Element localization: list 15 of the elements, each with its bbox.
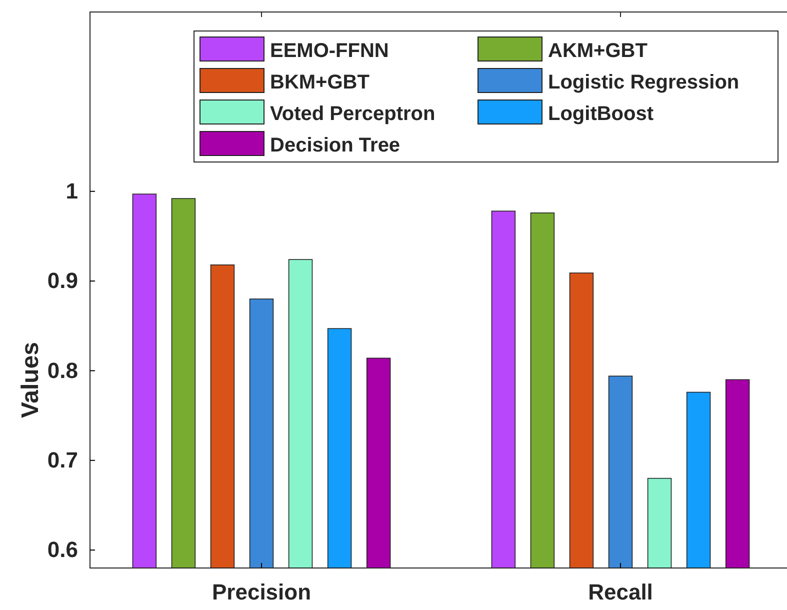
legend-label: BKM+GBT <box>270 72 370 94</box>
legend-label: Logistic Regression <box>548 72 740 94</box>
y-tick-label: 0.6 <box>47 537 78 562</box>
x-tick-label: Precision <box>212 580 312 605</box>
y-axis-title: Values <box>17 342 44 418</box>
y-tick-label: 0.8 <box>47 358 78 383</box>
legend-label: EEMO-FFNN <box>270 40 389 62</box>
legend-label: LogitBoost <box>548 103 654 125</box>
y-tick-label: 1 <box>66 178 78 204</box>
y-tick-label: 0.7 <box>47 447 78 472</box>
legend-label: Voted Perceptron <box>270 103 436 125</box>
legend-label: Decision Tree <box>270 134 400 156</box>
x-tick-label: Recall <box>588 580 653 605</box>
y-tick-label: 0.9 <box>47 268 78 294</box>
legend-label: AKM+GBT <box>548 40 648 62</box>
